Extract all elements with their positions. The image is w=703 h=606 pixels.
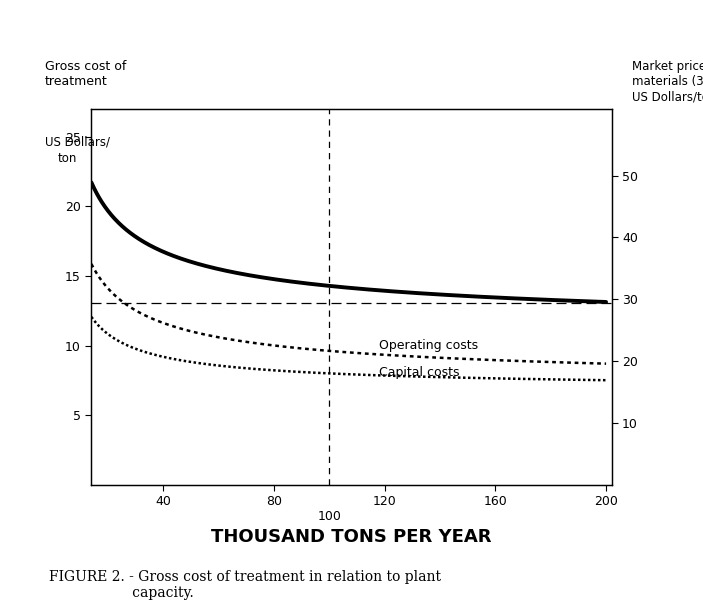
Text: US Dollars/: US Dollars/ [44, 135, 110, 148]
Text: ton: ton [58, 152, 77, 165]
X-axis label: THOUSAND TONS PER YEAR: THOUSAND TONS PER YEAR [211, 528, 492, 545]
Text: Gross cost of
treatment: Gross cost of treatment [44, 60, 126, 88]
Text: Operating costs: Operating costs [379, 339, 478, 352]
Text: Market price of recovered
materials (38%)
US Dollars/ton: Market price of recovered materials (38%… [633, 60, 703, 103]
Text: FIGURE 2. - Gross cost of treatment in relation to plant
                   capa: FIGURE 2. - Gross cost of treatment in r… [49, 570, 441, 600]
Text: Capital costs: Capital costs [379, 365, 460, 379]
Text: 100: 100 [318, 510, 341, 523]
